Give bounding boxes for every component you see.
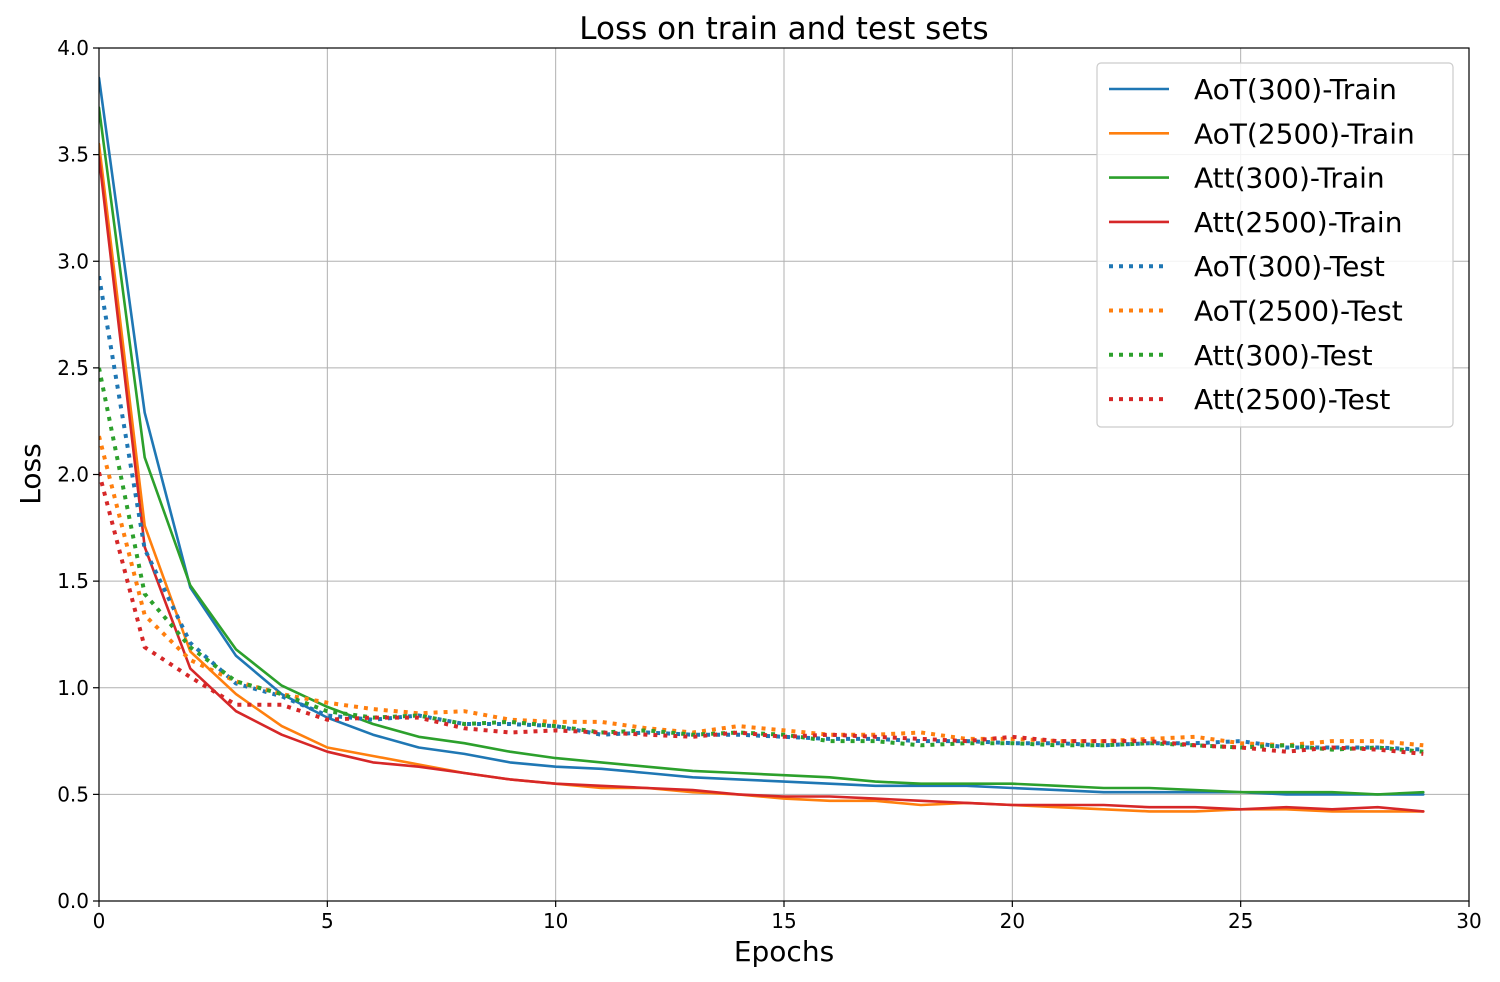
series-line-att-2500-test: [99, 471, 1424, 756]
y-tick-label: 1.0: [57, 676, 89, 700]
y-tick-label: 4.0: [57, 36, 89, 60]
legend-label: Att(2500)-Test: [1194, 383, 1390, 416]
legend-label: AoT(2500)-Train: [1194, 117, 1415, 150]
y-tick-label: 3.5: [57, 143, 89, 167]
legend: AoT(300)-Train AoT(2500)-Train Att(300)-Tr…: [1096, 62, 1454, 428]
legend-label: Att(2500)-Train: [1194, 206, 1402, 239]
series-lines: [99, 76, 1425, 813]
y-tick-label: 0.0: [57, 889, 89, 913]
legend-label: Att(300)-Train: [1194, 162, 1385, 195]
y-tick-label: 0.5: [57, 782, 89, 806]
y-tick-label: 3.0: [57, 249, 89, 273]
legend-label: AoT(300)-Test: [1194, 250, 1385, 283]
legend-label: Att(300)-Test: [1194, 339, 1373, 372]
x-tick-label: 0: [93, 909, 106, 933]
x-tick-label: 30: [1456, 909, 1481, 933]
x-axis-label: Epochs: [734, 935, 834, 968]
x-tick-label: 10: [543, 909, 568, 933]
y-tick-label: 1.5: [57, 569, 89, 593]
legend-box: [1096, 62, 1454, 428]
legend-label: AoT(300)-Train: [1194, 73, 1397, 106]
series-line-att-300-train: [99, 106, 1425, 796]
y-tick-label: 2.5: [57, 356, 89, 380]
series-line-att-2500-train: [99, 155, 1425, 813]
x-axis-ticks: 0 5 10 15 20 25 30: [93, 901, 1482, 933]
series-line-aot-300-test: [99, 275, 1424, 752]
x-tick-label: 5: [321, 909, 334, 933]
chart-title: Loss on train and test sets: [579, 11, 988, 47]
series-line-aot-2500-test: [99, 435, 1424, 748]
y-tick-label: 2.0: [57, 463, 89, 487]
x-tick-label: 20: [1000, 909, 1025, 933]
y-axis-ticks: 0.0 0.5 1.0 1.5 2.0 2.5 3.0 3.5 4.0: [57, 36, 99, 913]
x-tick-label: 15: [771, 909, 796, 933]
legend-items: AoT(300)-Train AoT(2500)-Train Att(300)-Tr…: [1109, 73, 1415, 416]
legend-label: AoT(2500)-Test: [1194, 295, 1403, 328]
x-tick-label: 25: [1228, 909, 1253, 933]
y-axis-label: Loss: [14, 443, 47, 504]
